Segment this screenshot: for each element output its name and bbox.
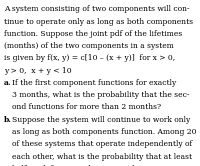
Text: b.: b.	[4, 116, 11, 124]
Text: function. Suppose the joint pdf of the lifetimes: function. Suppose the joint pdf of the l…	[4, 30, 182, 38]
Text: is given by f(x, y) = c[10 – (x + y)]  for x > 0,: is given by f(x, y) = c[10 – (x + y)] fo…	[4, 54, 175, 62]
Text: ond functions for more than 2 months?: ond functions for more than 2 months?	[12, 103, 161, 112]
Text: (months) of the two components in a system: (months) of the two components in a syst…	[4, 42, 173, 50]
Text: 3 months, what is the probability that the sec-: 3 months, what is the probability that t…	[12, 91, 190, 99]
Text: as long as both components function. Among 20: as long as both components function. Amo…	[12, 128, 197, 136]
Text: half work for more than 3 months?: half work for more than 3 months?	[12, 165, 145, 166]
Text: A system consisting of two components will con-: A system consisting of two components wi…	[4, 5, 189, 13]
Text: of these systems that operate independently of: of these systems that operate independen…	[12, 140, 192, 148]
Text: a.: a.	[4, 79, 11, 87]
Text: Suppose the system will continue to work only: Suppose the system will continue to work…	[12, 116, 190, 124]
Text: each other, what is the probability that at least: each other, what is the probability that…	[12, 153, 192, 161]
Text: If the first component functions for exactly: If the first component functions for exa…	[12, 79, 176, 87]
Text: tinue to operate only as long as both components: tinue to operate only as long as both co…	[4, 18, 193, 26]
Text: y > 0,  x + y < 10: y > 0, x + y < 10	[4, 67, 71, 75]
